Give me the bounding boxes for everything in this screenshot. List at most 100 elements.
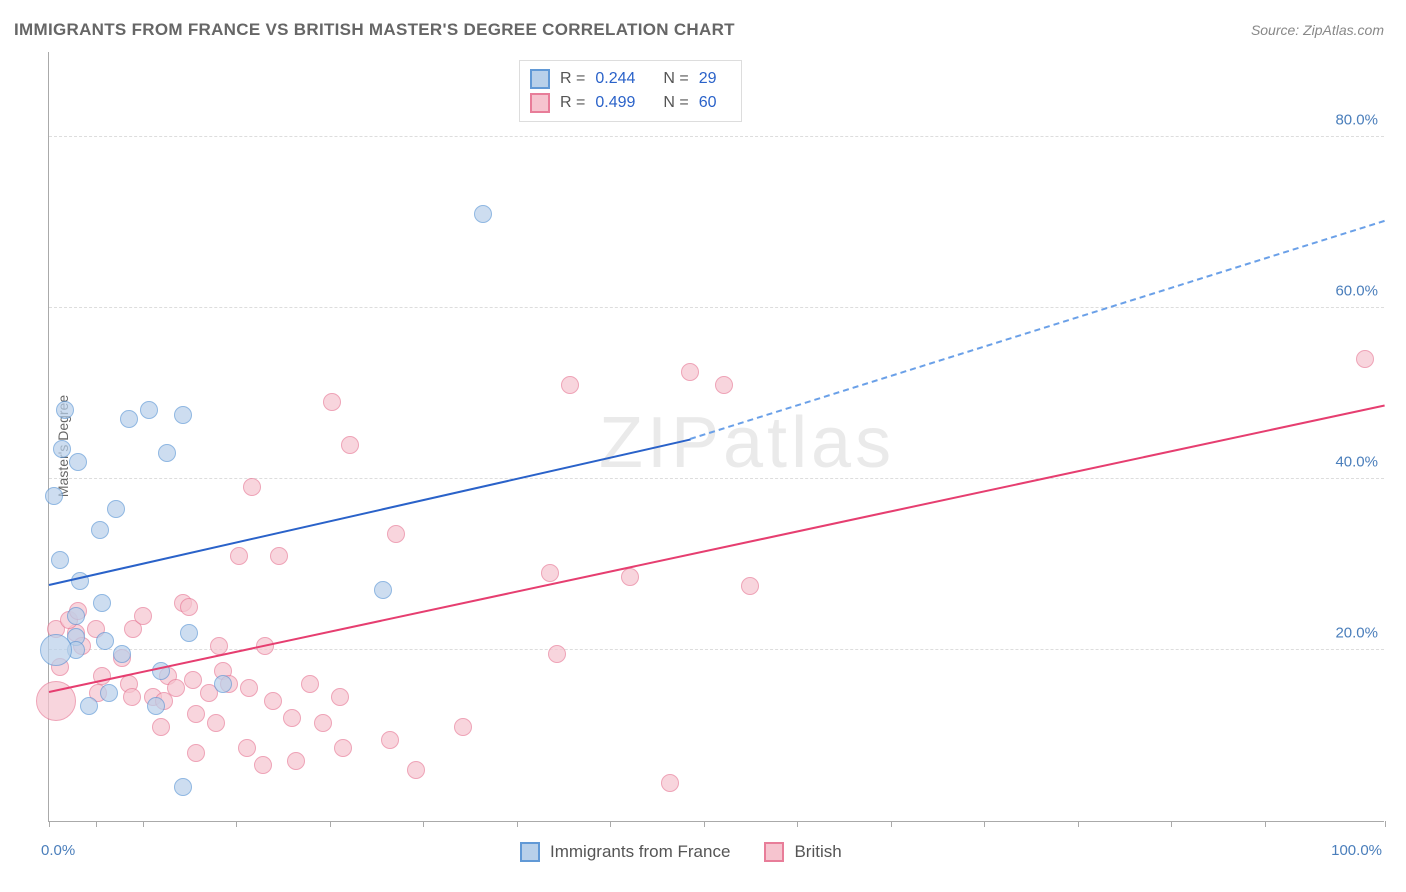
plot-area: ZIPatlas 20.0%40.0%60.0%80.0%0.0%100.0%R… — [48, 52, 1384, 822]
data-point — [331, 688, 349, 706]
data-point — [107, 500, 125, 518]
data-point — [230, 547, 248, 565]
data-point — [561, 376, 579, 394]
data-point — [314, 714, 332, 732]
data-point — [334, 739, 352, 757]
legend-item: Immigrants from France — [520, 842, 730, 862]
data-point — [180, 624, 198, 642]
data-point — [147, 697, 165, 715]
x-tick-mark — [1265, 821, 1266, 827]
data-point — [51, 551, 69, 569]
legend-swatch — [520, 842, 540, 862]
trend-line — [690, 220, 1385, 440]
data-point — [152, 718, 170, 736]
data-point — [214, 675, 232, 693]
data-point — [45, 487, 63, 505]
source-credit: Source: ZipAtlas.com — [1251, 22, 1384, 38]
trend-line — [49, 438, 691, 585]
data-point — [120, 410, 138, 428]
data-point — [80, 697, 98, 715]
data-point — [254, 756, 272, 774]
legend-swatch — [764, 842, 784, 862]
data-point — [174, 778, 192, 796]
legend-item: British — [764, 842, 841, 862]
x-tick-mark — [1385, 821, 1386, 827]
x-tick-mark — [236, 821, 237, 827]
data-point — [113, 645, 131, 663]
x-tick-mark — [1078, 821, 1079, 827]
x-tick-mark — [891, 821, 892, 827]
data-point — [184, 671, 202, 689]
legend-correlation: R =0.244N =29R =0.499N =60 — [519, 60, 742, 122]
data-point — [323, 393, 341, 411]
y-tick-label: 60.0% — [1335, 282, 1378, 299]
data-point — [287, 752, 305, 770]
data-point — [174, 406, 192, 424]
y-tick-label: 40.0% — [1335, 453, 1378, 470]
data-point — [661, 774, 679, 792]
data-point — [474, 205, 492, 223]
legend-row: R =0.499N =60 — [530, 91, 727, 115]
watermark: ZIPatlas — [599, 402, 895, 484]
x-tick-mark — [984, 821, 985, 827]
legend-label: Immigrants from France — [550, 842, 730, 862]
chart-title: IMMIGRANTS FROM FRANCE VS BRITISH MASTER… — [14, 20, 735, 40]
x-tick-mark — [143, 821, 144, 827]
data-point — [134, 607, 152, 625]
data-point — [270, 547, 288, 565]
x-tick-label: 0.0% — [41, 842, 75, 859]
data-point — [91, 521, 109, 539]
data-point — [715, 376, 733, 394]
data-point — [381, 731, 399, 749]
y-tick-label: 80.0% — [1335, 111, 1378, 128]
x-tick-label: 100.0% — [1331, 842, 1382, 859]
data-point — [69, 453, 87, 471]
x-tick-mark — [610, 821, 611, 827]
data-point — [140, 401, 158, 419]
x-tick-mark — [96, 821, 97, 827]
grid-line — [49, 136, 1384, 137]
data-point — [56, 401, 74, 419]
x-tick-mark — [517, 821, 518, 827]
x-tick-mark — [704, 821, 705, 827]
x-tick-mark — [1171, 821, 1172, 827]
data-point — [1356, 350, 1374, 368]
data-point — [741, 577, 759, 595]
data-point — [454, 718, 472, 736]
data-point — [407, 761, 425, 779]
data-point — [541, 564, 559, 582]
data-point — [341, 436, 359, 454]
data-point — [387, 525, 405, 543]
y-tick-label: 20.0% — [1335, 624, 1378, 641]
grid-line — [49, 307, 1384, 308]
x-tick-mark — [797, 821, 798, 827]
data-point — [283, 709, 301, 727]
data-point — [681, 363, 699, 381]
chart-container: IMMIGRANTS FROM FRANCE VS BRITISH MASTER… — [0, 0, 1406, 892]
data-point — [53, 440, 71, 458]
data-point — [187, 744, 205, 762]
legend-label: British — [794, 842, 841, 862]
data-point — [93, 594, 111, 612]
legend-bottom: Immigrants from France British — [520, 842, 842, 862]
data-point — [123, 688, 141, 706]
x-tick-mark — [330, 821, 331, 827]
data-point — [238, 739, 256, 757]
legend-swatch — [530, 69, 550, 89]
data-point — [96, 632, 114, 650]
data-point — [187, 705, 205, 723]
data-point — [264, 692, 282, 710]
legend-row: R =0.244N =29 — [530, 67, 727, 91]
x-tick-mark — [49, 821, 50, 827]
data-point — [548, 645, 566, 663]
data-point — [621, 568, 639, 586]
data-point — [67, 607, 85, 625]
data-point — [167, 679, 185, 697]
data-point — [100, 684, 118, 702]
data-point — [210, 637, 228, 655]
data-point — [240, 679, 258, 697]
data-point — [243, 478, 261, 496]
data-point — [374, 581, 392, 599]
data-point — [180, 598, 198, 616]
legend-swatch — [530, 93, 550, 113]
